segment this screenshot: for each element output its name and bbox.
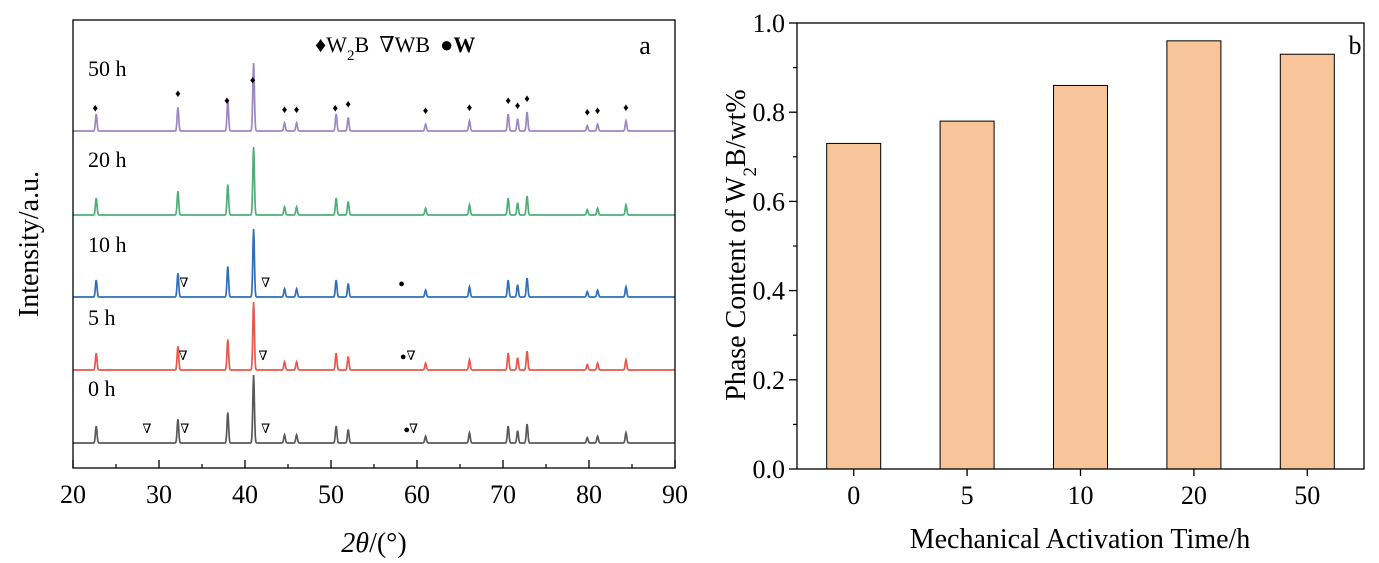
phase-marker: ♦ (175, 88, 181, 100)
phase-marker: ♦ (250, 74, 256, 86)
phase-marker: ∇ (179, 348, 188, 363)
series-label: 20 h (88, 147, 127, 172)
bar (1279, 53, 1335, 470)
phase-marker-group: ∇ ∇ ∇ ● ∇∇ ∇ ● ∇∇ ∇ ●♦♦♦♦♦ ♦ ♦ ♦♦ ♦♦ ♦♦♦ ♦ ♦ (93, 74, 630, 436)
x-tick-label: 5 (961, 481, 974, 510)
legend-w2b-symbol: ♦ (315, 32, 326, 57)
xrd-x-tick-group: 20 30 40 50 60 70 80 90 (60, 460, 688, 509)
xrd-curve-50h (73, 62, 675, 132)
legend-wb-label: WB (395, 32, 430, 57)
x-tick-label: 40 (232, 480, 258, 509)
xrd-curve-5h (73, 301, 675, 371)
xrd-plot-frame (72, 19, 676, 469)
x-tick-label: 70 (490, 480, 516, 509)
phase-marker: ● (403, 424, 410, 436)
phase-marker: ∇ (261, 421, 270, 436)
phase-marker: ♦ (524, 93, 530, 105)
bar (939, 120, 995, 470)
phase-marker: ♦ (345, 98, 351, 110)
phase-content-panel: 0.0 0.2 0.4 0.6 0.8 1.0 0 5 10 20 50 b Mechanical… (721, 9, 1365, 555)
series-label: 0 h (88, 376, 116, 401)
phase-marker: ♦ (332, 103, 338, 115)
x-tick-label: 60 (404, 480, 430, 509)
xrd-y-axis-label: Intensity/a.u. (14, 171, 45, 317)
x-tick-label: 90 (662, 480, 688, 509)
bar-x-tick-group: 0 5 10 20 50 (847, 469, 1320, 510)
x-tick-label: 20 (1181, 481, 1207, 510)
xrd-curve-20h (73, 146, 675, 216)
phase-marker: ∇ (259, 348, 268, 363)
series-label-group: 0 h 5 h 10 h 20 h 50 h (88, 56, 127, 401)
phase-marker: ● (400, 351, 407, 363)
phase-marker: ♦ (623, 102, 629, 114)
x-tick-label: 50 (318, 480, 344, 509)
series-label: 50 h (88, 56, 127, 81)
legend-w2b-suffix: B (355, 32, 370, 57)
xrd-series-group (73, 62, 675, 444)
bar-group (826, 40, 1335, 470)
y-tick-label: 0.0 (753, 455, 786, 484)
legend-wb-symbol: ∇ (379, 32, 394, 57)
bar (826, 142, 882, 470)
x-tick-label: 0 (847, 481, 860, 510)
legend-w2b-label: W (326, 32, 347, 57)
y-axis-label-prefix: Phase Content of W (721, 176, 752, 401)
series-label: 5 h (88, 305, 116, 330)
xrd-curve-0h (73, 374, 675, 444)
phase-marker: ♦ (515, 100, 521, 112)
phase-marker: ∇ (179, 275, 188, 290)
legend-w-symbol: ● (440, 32, 453, 57)
y-tick-label: 1.0 (753, 9, 786, 38)
y-tick-label: 0.2 (753, 366, 786, 395)
panel-label-b: b (1349, 31, 1362, 60)
phase-marker: ♦ (423, 105, 429, 117)
phase-marker: ♦ (294, 104, 300, 116)
xrd-x-axis-label: 2θ/(°) (341, 528, 406, 559)
phase-legend: ♦W2B ∇WB ●W (315, 32, 475, 64)
x-axis-label-symbol: 2θ (341, 528, 369, 559)
phase-marker: ♦ (93, 103, 99, 115)
y-tick-label: 0.4 (753, 277, 786, 306)
series-label: 10 h (88, 232, 127, 257)
phase-marker: ∇ (406, 348, 415, 363)
x-axis-label-unit: /(°) (369, 528, 407, 559)
y-axis-label-suffix: B/wt% (721, 89, 752, 167)
x-tick-label: 10 (1068, 481, 1094, 510)
x-tick-label: 80 (576, 480, 602, 509)
panel-label-a: a (639, 31, 651, 60)
bar (1053, 84, 1108, 470)
x-tick-label: 20 (60, 480, 86, 509)
x-tick-label: 50 (1294, 481, 1320, 510)
xrd-curve-10h (73, 228, 675, 298)
phase-marker: ♦ (224, 95, 230, 107)
phase-marker: ♦ (467, 102, 473, 114)
phase-marker: ♦ (505, 95, 511, 107)
legend-w2b-subscript: 2 (347, 48, 355, 64)
legend-w-label: W (453, 32, 475, 57)
phase-marker: ♦ (595, 105, 601, 117)
phase-marker: ♦ (584, 107, 590, 119)
x-tick-label: 30 (146, 480, 172, 509)
bar (1166, 40, 1222, 470)
phase-marker: ∇ (409, 421, 418, 436)
phase-marker: ♦ (282, 104, 288, 116)
xrd-panel: ∇ ∇ ∇ ● ∇∇ ∇ ● ∇∇ ∇ ●♦♦♦♦♦ ♦ ♦ ♦♦ ♦♦ ♦♦♦ ♦ ♦ 0 h5 h10 h2… (14, 19, 688, 559)
phase-marker: ∇ (180, 421, 189, 436)
phase-marker: ● (398, 278, 405, 290)
phase-marker: ∇ (142, 421, 151, 436)
y-axis-label-subscript: 2 (740, 167, 761, 177)
bar-y-tick-group: 0.0 0.2 0.4 0.6 0.8 1.0 (753, 9, 797, 484)
bar-y-axis-label: Phase Content of W2B/wt% (721, 89, 761, 401)
phase-marker: ∇ (261, 275, 270, 290)
bar-x-axis-label: Mechanical Activation Time/h (910, 524, 1251, 555)
y-tick-label: 0.6 (753, 187, 786, 216)
y-tick-label: 0.8 (753, 98, 786, 127)
